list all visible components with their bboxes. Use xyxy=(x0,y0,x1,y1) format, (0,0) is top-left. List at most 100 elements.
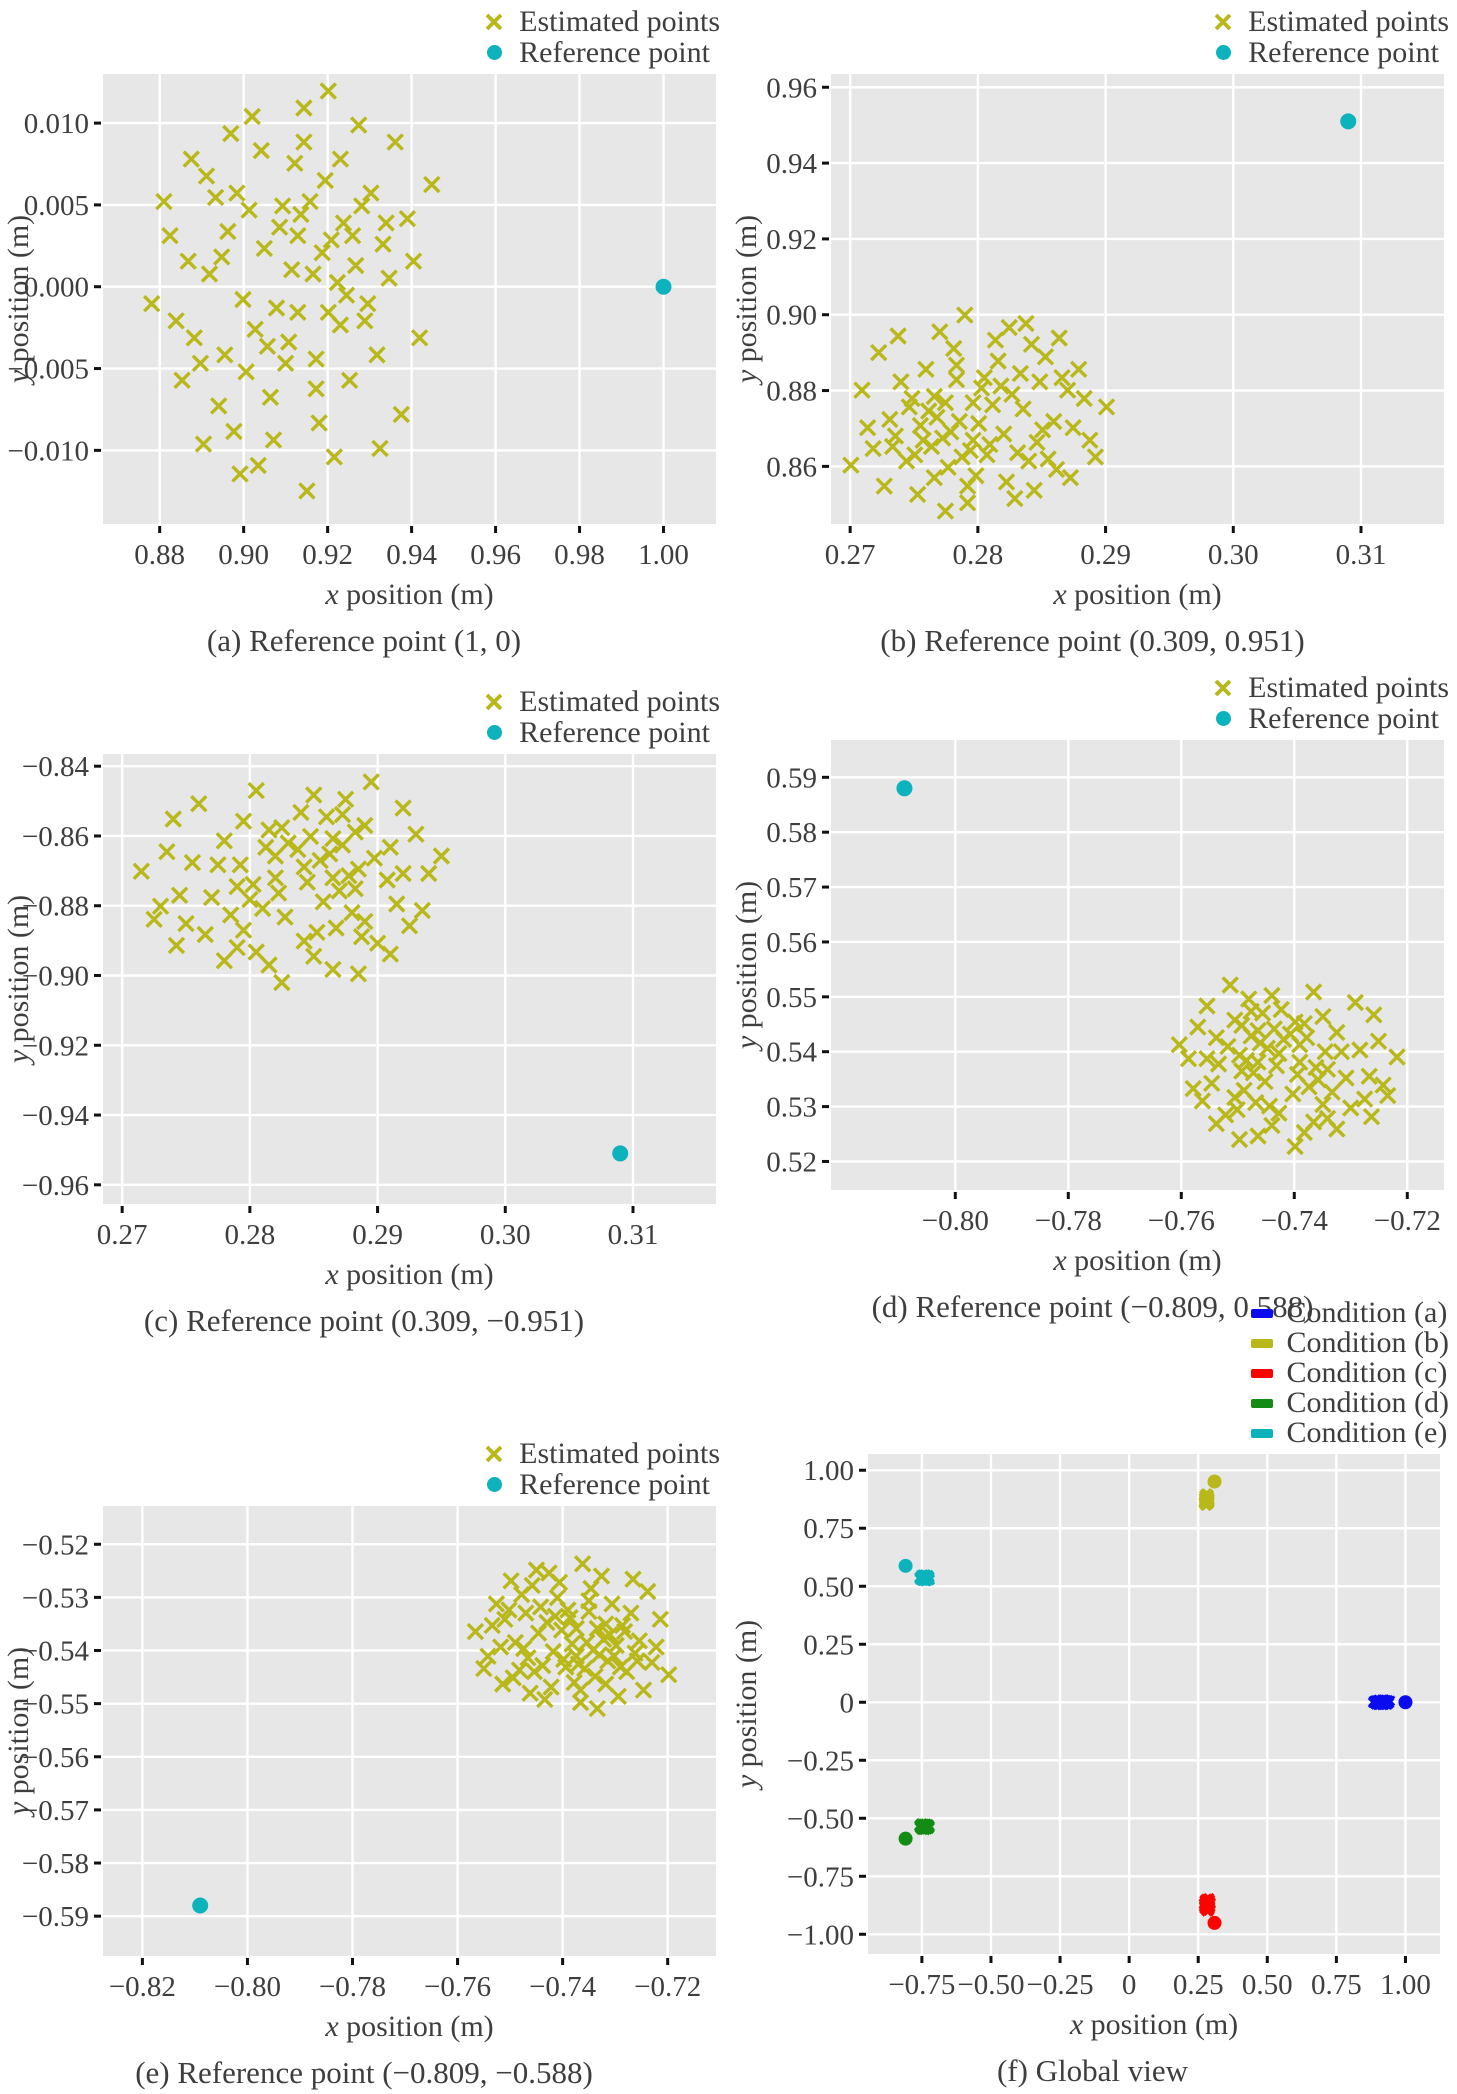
x-axis-label: x position (m) xyxy=(324,578,493,611)
x-tick-label: −0.72 xyxy=(634,1971,701,2003)
legend-c: Estimated points Reference point xyxy=(481,686,720,748)
legend-item-f-3: Condition (d) xyxy=(1249,1388,1449,1418)
condition-color-swatch-icon xyxy=(1249,1308,1275,1318)
y-tick-label: 1.00 xyxy=(803,1455,854,1487)
y-tick-label: −0.96 xyxy=(22,1170,89,1202)
legend-item-e-0: Estimated points xyxy=(481,1438,720,1469)
x-tick-label: −0.82 xyxy=(109,1971,176,2003)
legend-label: Reference point xyxy=(519,715,710,749)
estimated-points-series xyxy=(132,773,451,992)
caption-f: (f) Global view xyxy=(996,2053,1189,2088)
x-tick-label: −0.76 xyxy=(424,1971,491,2003)
legend-item-a-0: Estimated points xyxy=(481,6,720,37)
reference-point-marker xyxy=(1207,1474,1222,1489)
legend-label: Estimated points xyxy=(1248,670,1449,704)
y-tick-label: 0.005 xyxy=(24,190,89,222)
y-tick-label: 0.54 xyxy=(766,1037,817,1069)
legend-label: Reference point xyxy=(519,1467,710,1501)
scatter-plot-c: 0.27 0.28 0.29 0.30 0.31 −0.84 −0.86 −0.88 −0.90… xyxy=(2,751,716,1291)
caption-a: (a) Reference point (1, 0) xyxy=(206,623,522,658)
y-tick-label: −1.00 xyxy=(787,1919,854,1951)
y-tick-label: −0.90 xyxy=(22,961,89,993)
estimated-points-x-icon xyxy=(481,1443,507,1465)
y-tick-label: −0.56 xyxy=(22,1742,89,1774)
x-tick-label: 0.28 xyxy=(224,1219,275,1251)
legend-label: Condition (c) xyxy=(1286,1356,1448,1389)
x-axis-label: x position (m) xyxy=(1052,1244,1221,1277)
condition-color-swatch-icon xyxy=(1249,1398,1275,1408)
y-tick-label: −0.88 xyxy=(22,891,89,923)
x-tick-label: 0.28 xyxy=(952,539,1003,571)
y-tick-label: 0.58 xyxy=(766,817,817,849)
estimated-points-series xyxy=(1170,976,1406,1156)
y-tick-label: 0.92 xyxy=(766,224,817,256)
y-tick-label: 0.56 xyxy=(766,927,817,959)
y-tick-label: −0.84 xyxy=(22,751,90,783)
legend-label: Reference point xyxy=(519,35,710,69)
legend-item-b-0: Estimated points xyxy=(1210,6,1449,37)
y-axis-label: y position (m) xyxy=(730,881,763,1052)
reference-point-marker xyxy=(896,780,913,797)
estimated-points-series xyxy=(842,306,1116,520)
legend-label: Condition (e) xyxy=(1286,1416,1448,1449)
legend-e: Estimated points Reference point xyxy=(481,1438,720,1500)
x-tick-label: 0.94 xyxy=(386,539,437,571)
x-tick-label: 0 xyxy=(1122,1969,1137,2001)
x-axis-label: x position (m) xyxy=(1052,578,1221,611)
legend-label: Estimated points xyxy=(519,4,720,38)
reference-point-marker xyxy=(192,1897,209,1914)
x-tick-label: 0.96 xyxy=(470,539,521,571)
x-axis-label: x position (m) xyxy=(324,1258,493,1291)
legend-item-e-1: Reference point xyxy=(481,1469,720,1500)
legend-label: Estimated points xyxy=(519,684,720,718)
y-tick-label: −0.94 xyxy=(22,1100,90,1132)
x-tick-label: −0.74 xyxy=(1261,1205,1329,1237)
y-tick-label: 0.57 xyxy=(766,872,817,904)
figure-column-left: Estimated points Reference point 0.88 0.90… xyxy=(0,0,728,2094)
y-axis-label: y position (m) xyxy=(2,1647,35,1818)
legend-label: Condition (a) xyxy=(1286,1296,1448,1329)
legend-item-f-4: Condition (e) xyxy=(1249,1418,1450,1448)
y-tick-label: 0.000 xyxy=(24,272,89,304)
y-axis-label: y position (m) xyxy=(2,215,35,386)
y-tick-label: 0.94 xyxy=(766,148,817,180)
y-tick-label: −0.75 xyxy=(787,1861,854,1893)
subplot-c: Estimated points Reference point 0.27 0.28… xyxy=(0,686,728,1342)
legend-label: Reference point xyxy=(1248,701,1439,735)
legend-item-f-2: Condition (c) xyxy=(1249,1358,1450,1388)
x-tick-label: −0.76 xyxy=(1148,1205,1215,1237)
plot-area xyxy=(103,74,716,524)
x-tick-label: −0.80 xyxy=(922,1205,989,1237)
caption-b: (b) Reference point (0.309, 0.951) xyxy=(880,623,1305,658)
scatter-plot-e: −0.82 −0.80 −0.78 −0.76 −0.74 −0.72 −0.52 −0.53… xyxy=(2,1506,716,2043)
reference-point-dot-icon xyxy=(481,1477,507,1492)
legend-b: Estimated points Reference point xyxy=(1210,6,1449,68)
y-tick-label: 0.25 xyxy=(803,1629,854,1661)
scatter-plot-f: −0.75 −0.50 −0.25 0 0.25 0.50 0.75 1.001.000.75… xyxy=(730,1454,1440,2041)
y-tick-label: −0.52 xyxy=(22,1529,89,1561)
y-tick-label: 0.010 xyxy=(24,108,89,140)
x-tick-label: 0.29 xyxy=(352,1219,403,1251)
plot-area xyxy=(831,74,1444,524)
reference-point-marker xyxy=(1340,113,1357,130)
y-tick-label: 0.50 xyxy=(803,1571,854,1603)
reference-point-dot-icon xyxy=(481,45,507,60)
subplot-f: Condition (a) Condition (b) Condition (c) C… xyxy=(728,1298,1457,2092)
x-tick-label: 0.27 xyxy=(825,539,876,571)
x-tick-label: 0.27 xyxy=(97,1219,148,1251)
reference-point-marker xyxy=(1398,1695,1413,1710)
y-tick-label: −0.50 xyxy=(787,1803,854,1835)
y-tick-label: −0.59 xyxy=(22,1901,89,1933)
y-axis-label: y position (m) xyxy=(2,895,35,1066)
estimated-points-series xyxy=(914,1569,936,1587)
y-tick-label: −0.57 xyxy=(22,1795,89,1827)
reference-point-dot-icon xyxy=(1210,711,1236,726)
estimated-points-x-icon xyxy=(1210,11,1236,33)
x-tick-label: 0.25 xyxy=(1173,1969,1224,2001)
legend-label: Estimated points xyxy=(519,1436,720,1470)
legend-label: Condition (b) xyxy=(1286,1326,1450,1359)
estimated-points-series xyxy=(1198,1892,1216,1917)
estimated-points-series xyxy=(913,1818,936,1836)
reference-point-marker xyxy=(1207,1915,1222,1930)
